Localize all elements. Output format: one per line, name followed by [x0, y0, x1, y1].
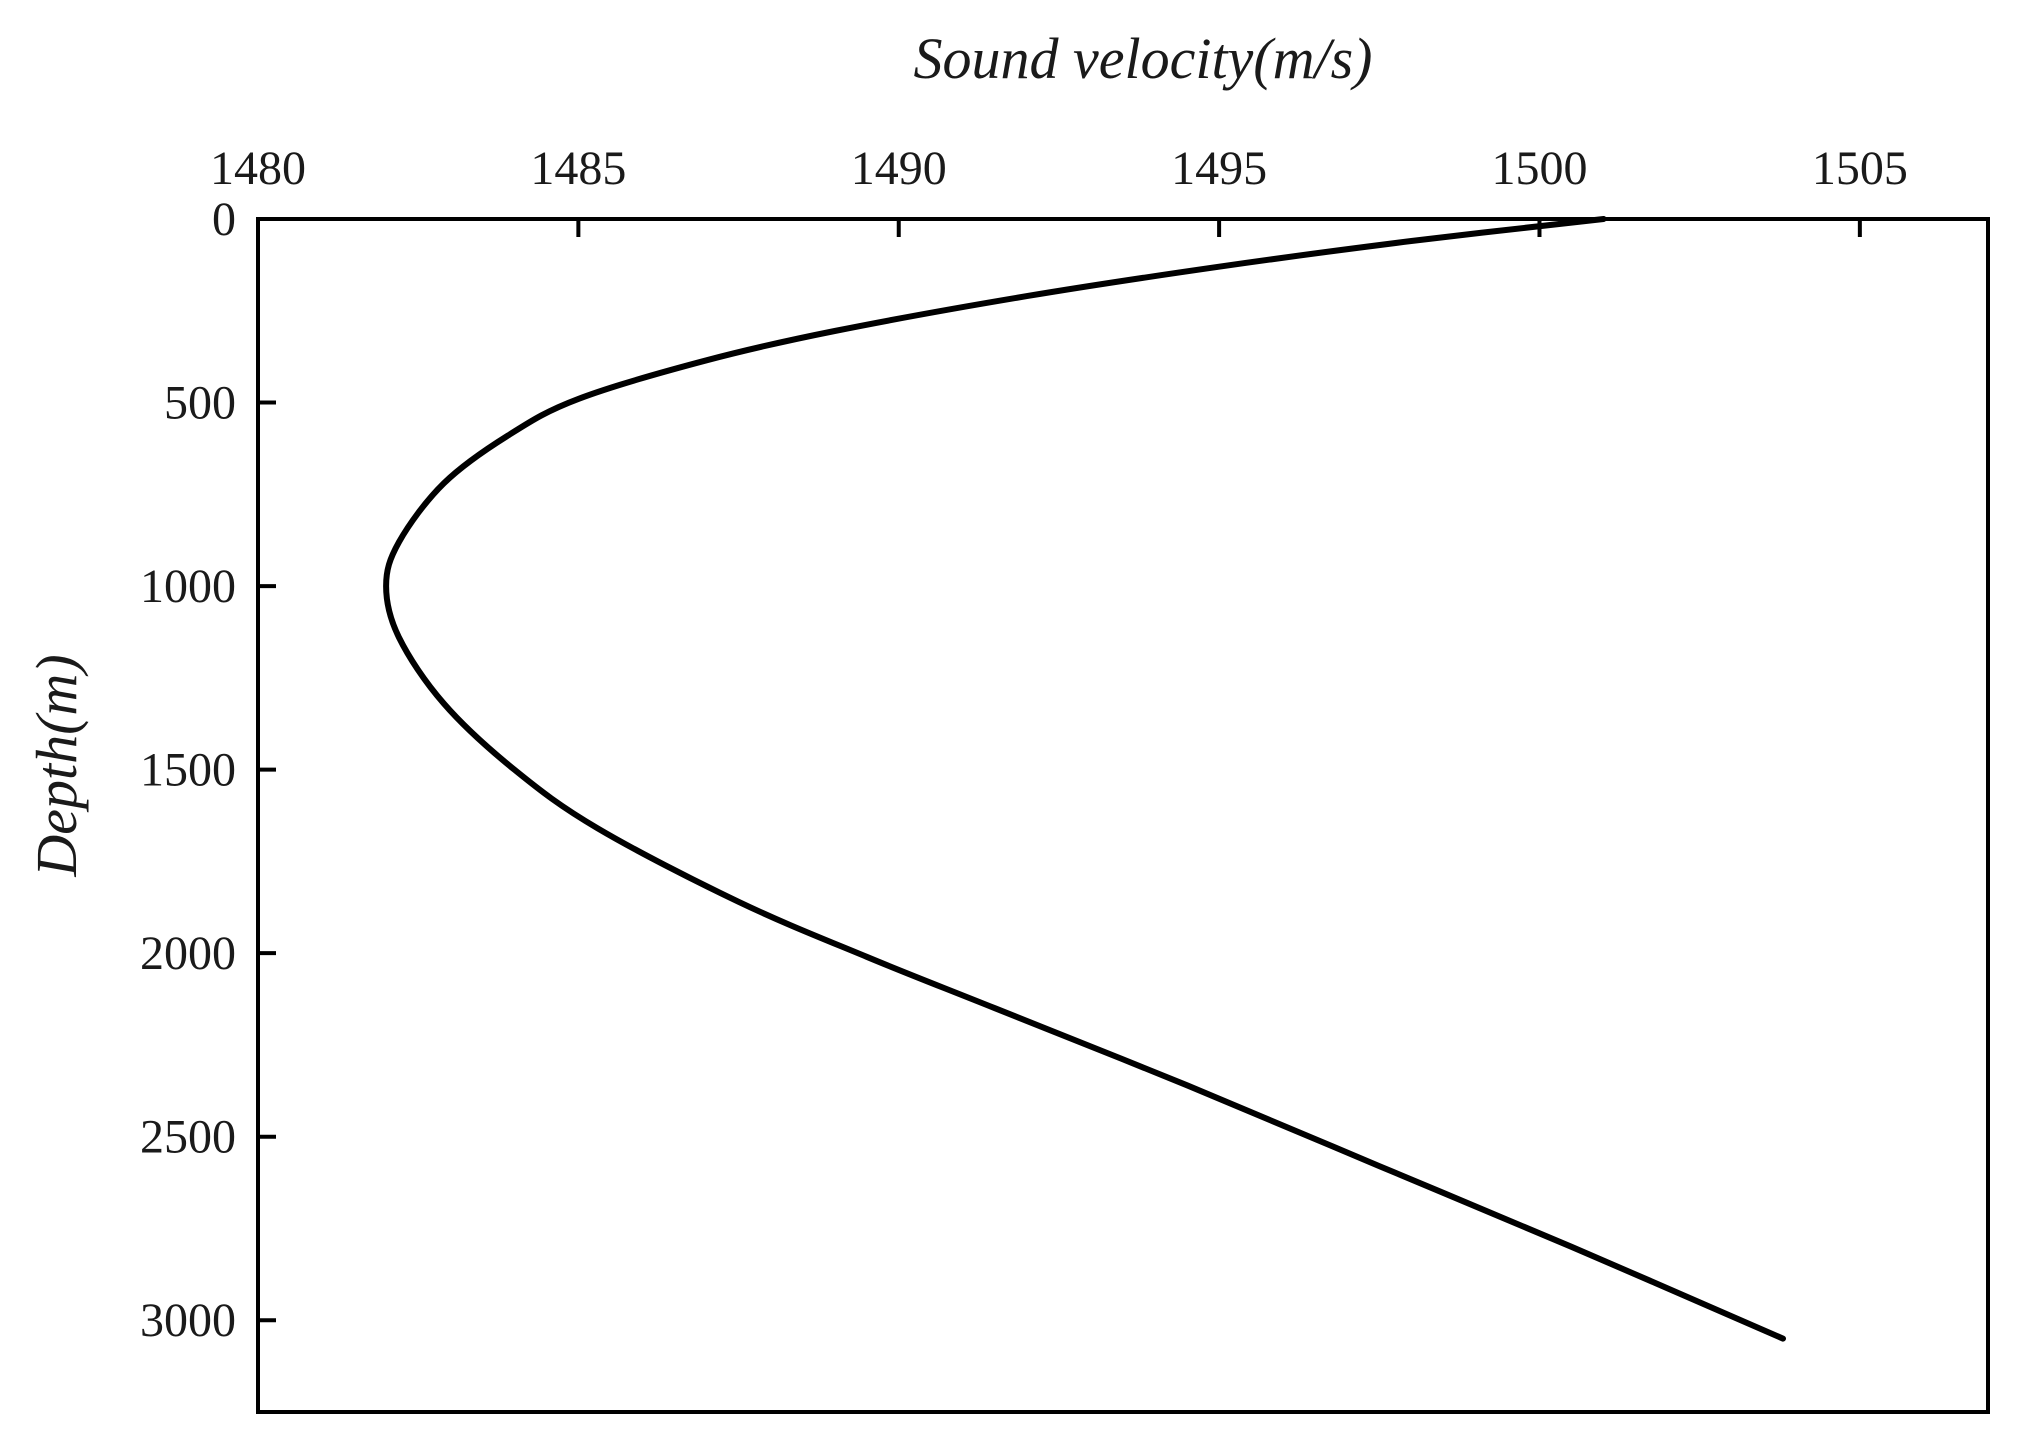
x-tick-label: 1495 [1171, 142, 1267, 195]
y-tick-label: 1000 [140, 560, 236, 613]
x-tick-label: 1480 [210, 142, 306, 195]
y-axis-title: Depth(m) [24, 654, 89, 877]
y-axis-ticks: 0 500 1000 1500 2000 2500 3000 [140, 193, 276, 1347]
y-tick-label: 1500 [140, 744, 236, 797]
x-tick-label: 1485 [530, 142, 626, 195]
y-tick-label: 2500 [140, 1111, 236, 1164]
x-axis-ticks: 1480 1485 1490 1495 1500 1505 [210, 142, 1908, 237]
y-tick-label: 0 [212, 193, 236, 246]
x-tick-label: 1500 [1491, 142, 1587, 195]
y-tick-label: 3000 [140, 1294, 236, 1347]
plot-frame [256, 217, 1990, 1414]
y-tick-label: 2000 [140, 927, 236, 980]
y-tick-label: 500 [164, 377, 236, 430]
x-tick-label: 1490 [851, 142, 947, 195]
x-tick-label: 1505 [1812, 142, 1908, 195]
x-axis-title: Sound velocity(m/s) [913, 26, 1372, 91]
sound-velocity-profile-line [383, 216, 1786, 1342]
